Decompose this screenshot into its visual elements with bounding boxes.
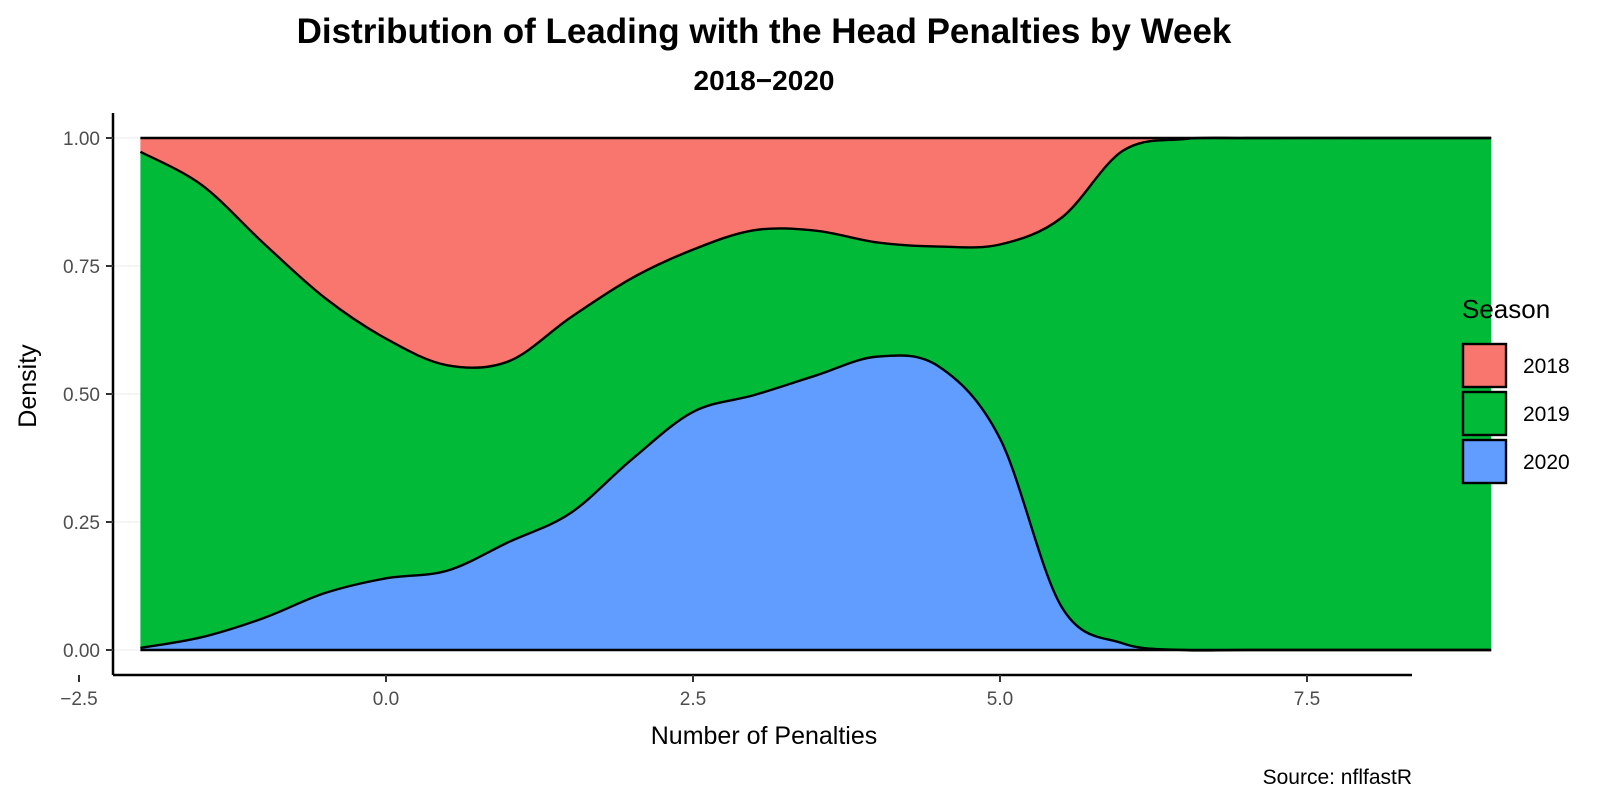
y-tick-label: 0.00 <box>63 641 100 662</box>
chart-title: Distribution of Leading with the Head Pe… <box>297 12 1232 51</box>
x-tick-label: −2.5 <box>60 689 98 710</box>
x-tick-label: 7.5 <box>1294 689 1320 710</box>
y-tick-label: 0.25 <box>63 513 100 534</box>
legend-title: Season <box>1462 294 1550 324</box>
chart-subtitle: 2018−2020 <box>694 65 835 96</box>
legend-label-2019: 2019 <box>1523 403 1570 426</box>
y-tick-label: 1.00 <box>63 129 100 150</box>
y-axis-title: Density <box>14 344 42 428</box>
x-tick-label: 5.0 <box>987 689 1013 710</box>
area-2019 <box>140 137 1492 651</box>
area-2018 <box>140 137 1492 368</box>
x-axis-ticks: −2.5 0.0 2.5 5.0 7.5 <box>60 675 1320 710</box>
legend: Season 2018 2019 2020 <box>1461 294 1570 485</box>
legend-key-2018 <box>1461 342 1508 389</box>
x-tick-label: 2.5 <box>680 689 706 710</box>
caption: Source: nflfastR <box>1263 766 1412 789</box>
x-tick-label: 0.0 <box>373 689 399 710</box>
y-tick-label: 0.50 <box>63 385 100 406</box>
legend-key-2020 <box>1461 438 1508 485</box>
y-axis-ticks: 0.00 0.25 0.50 0.75 1.00 <box>63 129 113 662</box>
area-outlines <box>139 136 1492 652</box>
area-2020 <box>140 355 1492 651</box>
legend-key-2019 <box>1461 390 1508 437</box>
x-axis-title: Number of Penalties <box>651 722 878 750</box>
legend-label-2018: 2018 <box>1523 355 1570 378</box>
y-tick-label: 0.75 <box>63 257 100 278</box>
area-layers <box>140 137 1492 651</box>
legend-label-2020: 2020 <box>1523 451 1570 474</box>
area-boundary-2019 <box>139 136 1492 369</box>
